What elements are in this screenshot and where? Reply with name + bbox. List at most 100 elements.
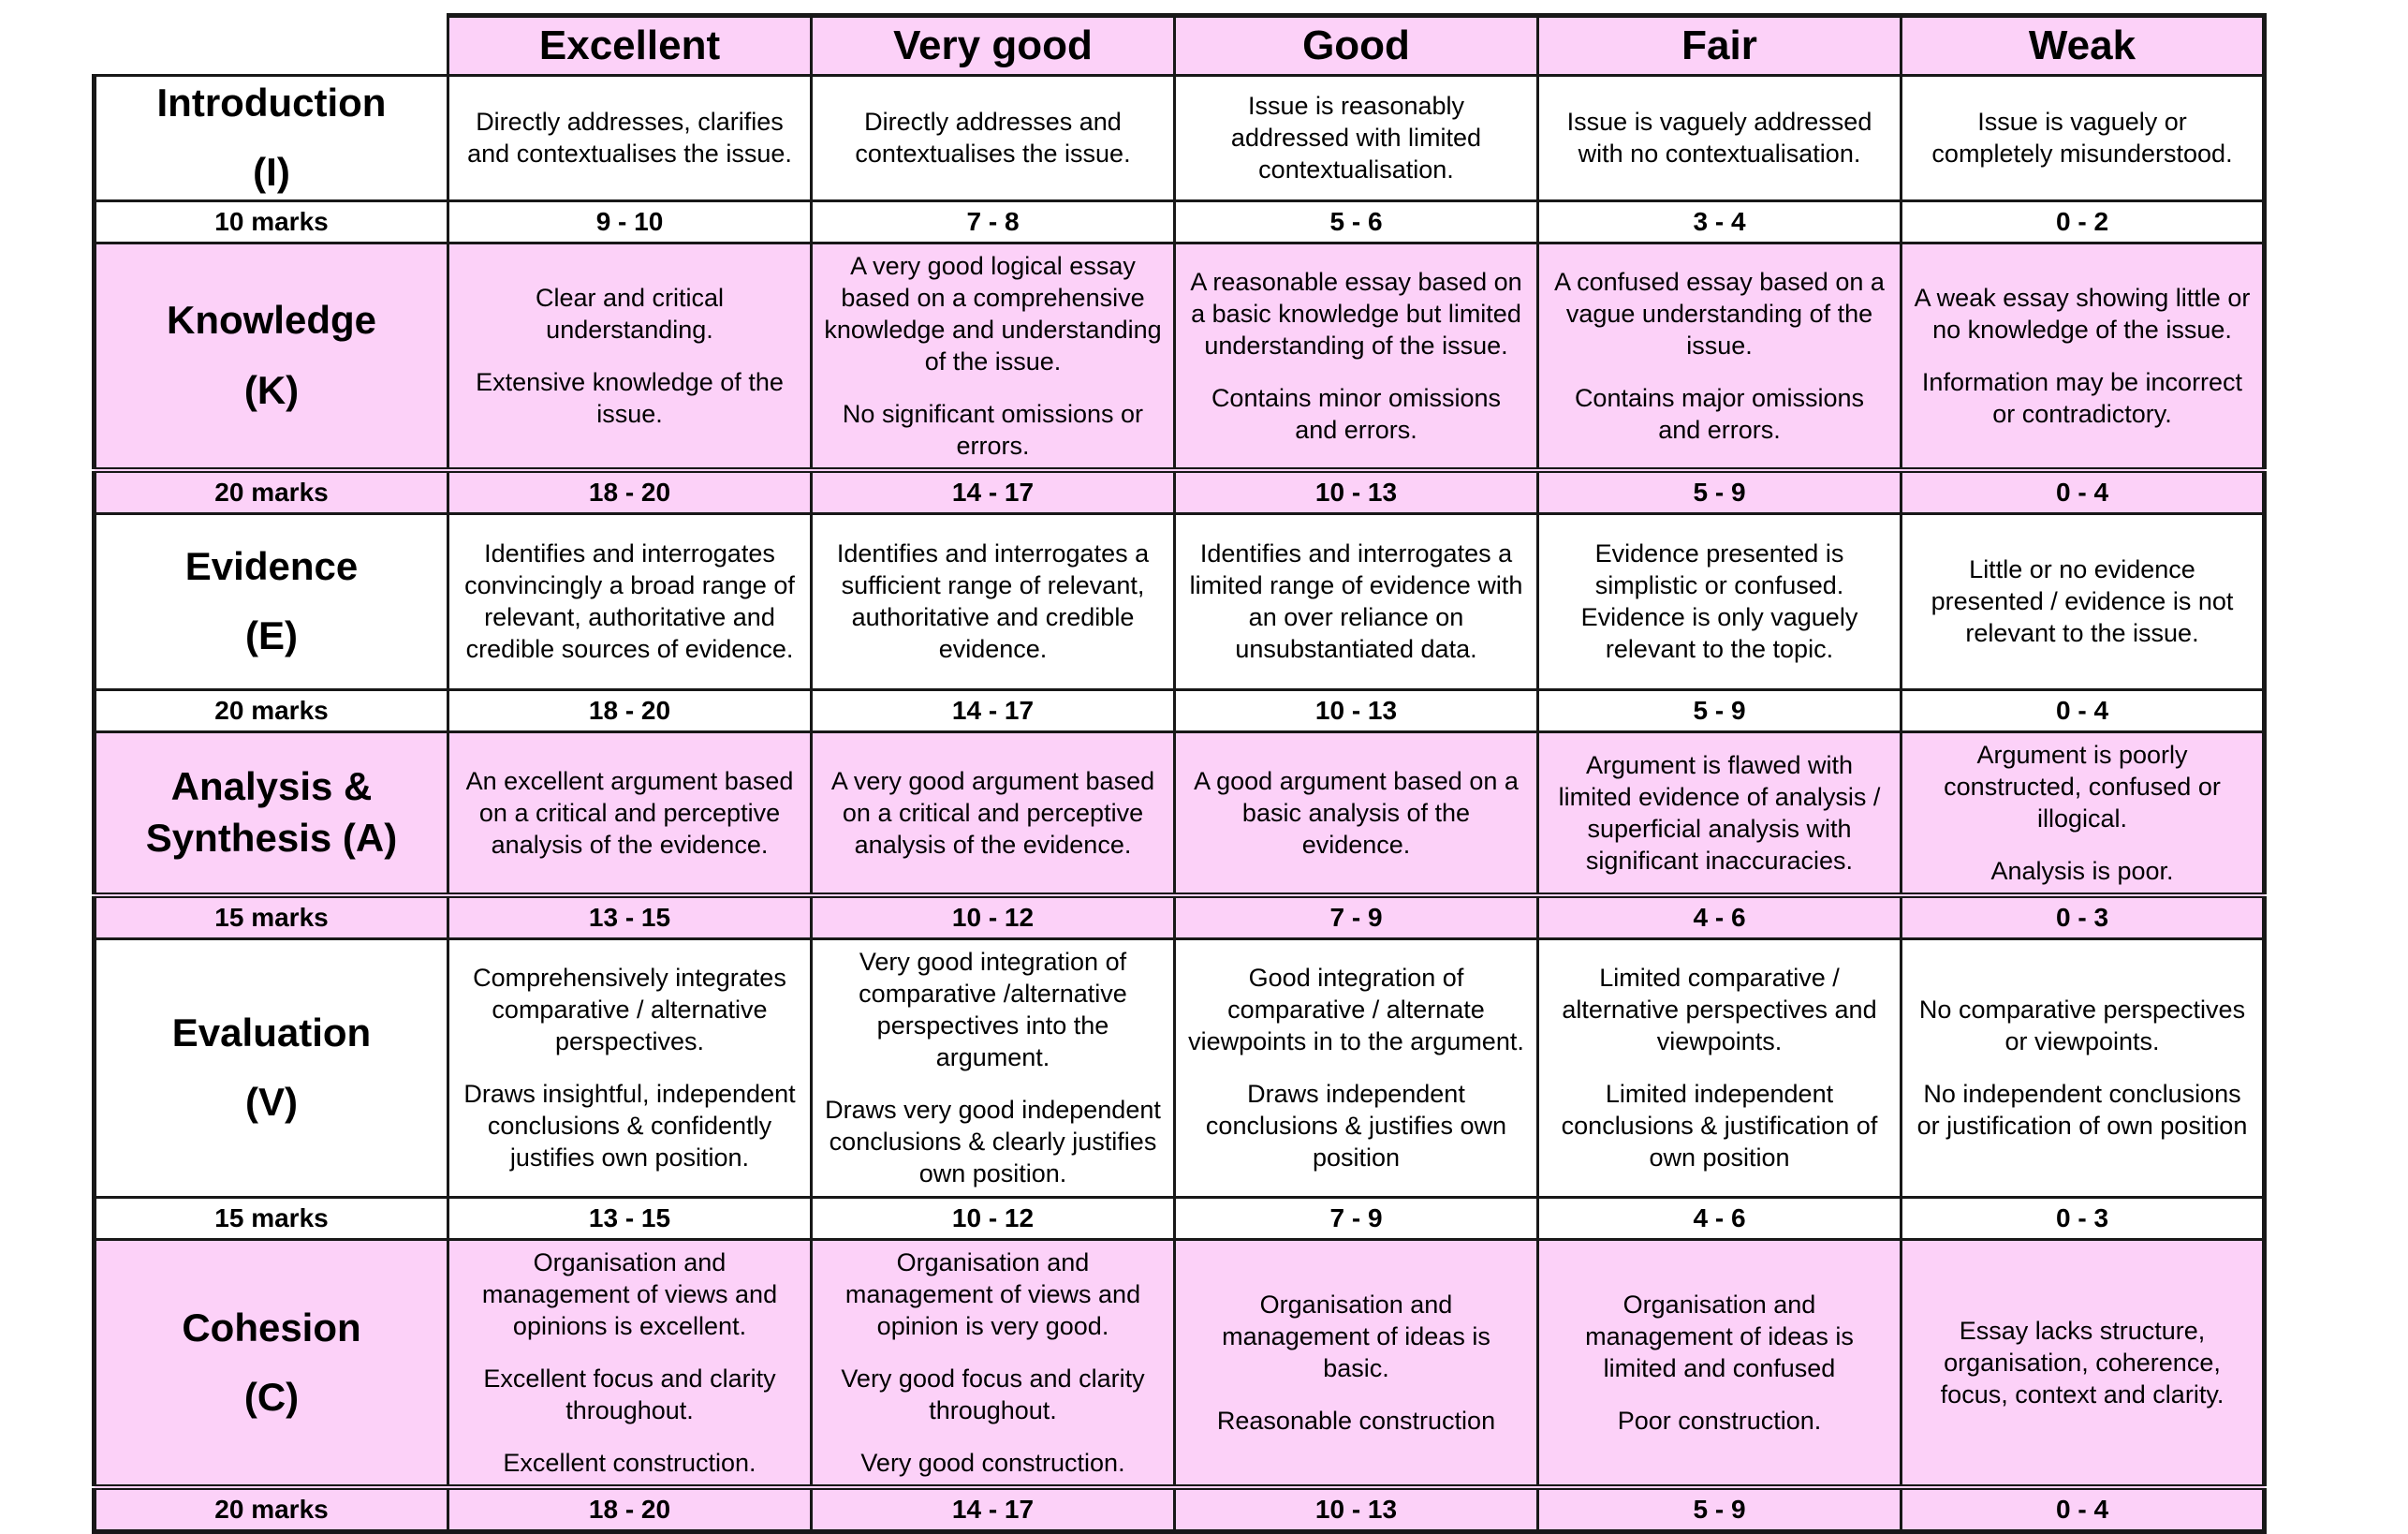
criterion-cell: Evidence (E) bbox=[92, 511, 449, 691]
marks-range: 13 - 15 bbox=[447, 892, 813, 940]
marks-range: 7 - 9 bbox=[1173, 892, 1539, 940]
corner-spacer bbox=[94, 15, 448, 76]
rubric-cell: No comparative perspectives or viewpoint… bbox=[1900, 937, 2267, 1199]
marks-range: 13 - 15 bbox=[447, 1195, 813, 1241]
marks-range: 3 - 4 bbox=[1536, 199, 1902, 244]
criterion-name: Cohesion bbox=[182, 1305, 361, 1350]
rubric-cell: Organisation and management of ideas is … bbox=[1173, 1237, 1539, 1489]
criterion-code: (K) bbox=[243, 367, 300, 412]
rubric-cell: Essay lacks structure, organisation, coh… bbox=[1900, 1237, 2267, 1489]
criterion-cell: Introduction (I) bbox=[92, 74, 449, 202]
criterion-name: Evaluation bbox=[171, 1010, 372, 1055]
marks-row-analysis-synthesis: 15 marks 13 - 15 10 - 12 7 - 9 4 - 6 0 -… bbox=[92, 892, 2267, 940]
rubric-cell: Organisation and management of views and… bbox=[810, 1237, 1176, 1489]
rubric-cell: Limited comparative / alternative perspe… bbox=[1536, 937, 1902, 1199]
marks-range: 9 - 10 bbox=[447, 199, 813, 244]
rubric-cell: Good integration of comparative / altern… bbox=[1173, 937, 1539, 1199]
criterion-name: Knowledge bbox=[166, 298, 376, 343]
rubric-cell: Clear and critical understanding. Extensi… bbox=[447, 241, 813, 472]
marks-range: 10 - 13 bbox=[1173, 1483, 1539, 1534]
marks-row-evaluation: 15 marks 13 - 15 10 - 12 7 - 9 4 - 6 0 -… bbox=[92, 1195, 2267, 1241]
rubric-cell: Issue is vaguely or completely misunders… bbox=[1900, 74, 2267, 202]
marks-row-introduction: 10 marks 9 - 10 7 - 8 5 - 6 3 - 4 0 - 2 bbox=[92, 199, 2267, 244]
marks-range: 5 - 6 bbox=[1173, 199, 1539, 244]
rubric-cell: Comprehensively integrates comparative /… bbox=[447, 937, 813, 1199]
rubric-cell: Organisation and management of views and… bbox=[447, 1237, 813, 1489]
marks-range: 0 - 4 bbox=[1900, 466, 2267, 515]
marks-range: 4 - 6 bbox=[1536, 1195, 1902, 1241]
criterion-code: (C) bbox=[243, 1374, 300, 1419]
rubric-cell: Argument is poorly constructed, confused… bbox=[1900, 730, 2267, 897]
marks-label: 20 marks bbox=[92, 466, 449, 515]
marks-row-cohesion: 20 marks 18 - 20 14 - 17 10 - 13 5 - 9 0… bbox=[92, 1483, 2267, 1534]
rubric-cell: A very good logical essay based on a com… bbox=[810, 241, 1176, 472]
rubric-cell: Directly addresses and contextualises th… bbox=[810, 74, 1176, 202]
marks-range: 10 - 12 bbox=[810, 1195, 1176, 1241]
rubric-cell: Issue is vaguely addressed with no conte… bbox=[1536, 74, 1902, 202]
criterion-row-introduction: Introduction (I) Directly addresses, cla… bbox=[92, 74, 2267, 202]
rubric-cell: Little or no evidence presented / eviden… bbox=[1900, 511, 2267, 691]
criterion-code: (V) bbox=[245, 1080, 298, 1125]
rubric-cell: A good argument based on a basic analysi… bbox=[1173, 730, 1539, 897]
marks-range: 0 - 4 bbox=[1900, 687, 2267, 733]
criterion-row-cohesion: Cohesion (C) Organisation and management… bbox=[92, 1237, 2267, 1489]
column-header-weak: Weak bbox=[1900, 13, 2267, 77]
rubric-cell: Very good integration of comparative /al… bbox=[810, 937, 1176, 1199]
rubric-cell: A confused essay based on a vague unders… bbox=[1536, 241, 1902, 472]
marks-range: 4 - 6 bbox=[1536, 892, 1902, 940]
criterion-row-knowledge: Knowledge (K) Clear and critical underst… bbox=[92, 241, 2267, 472]
rubric-cell: Identifies and interrogates a sufficient… bbox=[810, 511, 1176, 691]
criterion-cell: Cohesion (C) bbox=[92, 1237, 449, 1489]
marks-range: 14 - 17 bbox=[810, 466, 1176, 515]
marks-range: 0 - 3 bbox=[1900, 892, 2267, 940]
criterion-code: (I) bbox=[253, 150, 290, 195]
marks-range: 18 - 20 bbox=[447, 687, 813, 733]
rubric-cell: Argument is flawed with limited evidence… bbox=[1536, 730, 1902, 897]
criterion-code: Synthesis (A) bbox=[145, 815, 398, 860]
marks-row-knowledge: 20 marks 18 - 20 14 - 17 10 - 13 5 - 9 0… bbox=[92, 466, 2267, 515]
marks-label: 20 marks bbox=[92, 1483, 449, 1534]
marks-range: 5 - 9 bbox=[1536, 687, 1902, 733]
rubric-cell: Directly addresses, clarifies and contex… bbox=[447, 74, 813, 202]
criterion-cell: Analysis & Synthesis (A) bbox=[92, 730, 449, 897]
rubric-cell: A weak essay showing little or no knowle… bbox=[1900, 241, 2267, 472]
marks-label: 10 marks bbox=[92, 199, 449, 244]
marks-range: 18 - 20 bbox=[447, 1483, 813, 1534]
marks-label: 15 marks bbox=[92, 1195, 449, 1241]
criterion-name: Evidence bbox=[184, 543, 359, 588]
marks-range: 0 - 2 bbox=[1900, 199, 2267, 244]
criterion-cell: Knowledge (K) bbox=[92, 241, 449, 472]
essay-marking-rubric-table: Excellent Very good Good Fair Weak Intro… bbox=[92, 13, 2267, 1534]
grade-header-row: Excellent Very good Good Fair Weak bbox=[94, 13, 2267, 77]
rubric-cell: Issue is reasonably addressed with limit… bbox=[1173, 74, 1539, 202]
marks-range: 10 - 12 bbox=[810, 892, 1176, 940]
criterion-name: Introduction bbox=[156, 81, 387, 125]
marks-row-evidence: 20 marks 18 - 20 14 - 17 10 - 13 5 - 9 0… bbox=[92, 687, 2267, 733]
criterion-row-evaluation: Evaluation (V) Comprehensively integrate… bbox=[92, 937, 2267, 1199]
rubric-cell: An excellent argument based on a critica… bbox=[447, 730, 813, 897]
column-header-excellent: Excellent bbox=[447, 13, 813, 77]
marks-range: 0 - 3 bbox=[1900, 1195, 2267, 1241]
marks-range: 10 - 13 bbox=[1173, 687, 1539, 733]
column-header-fair: Fair bbox=[1536, 13, 1902, 77]
rubric-cell: Organisation and management of ideas is … bbox=[1536, 1237, 1902, 1489]
criterion-row-evidence: Evidence (E) Identifies and interrogates… bbox=[92, 511, 2267, 691]
rubric-cell: A very good argument based on a critical… bbox=[810, 730, 1176, 897]
criterion-name: Analysis & bbox=[170, 764, 373, 809]
marks-range: 18 - 20 bbox=[447, 466, 813, 515]
column-header-very-good: Very good bbox=[810, 13, 1176, 77]
rubric-cell: Evidence presented is simplistic or conf… bbox=[1536, 511, 1902, 691]
marks-range: 0 - 4 bbox=[1900, 1483, 2267, 1534]
criterion-cell: Evaluation (V) bbox=[92, 937, 449, 1199]
rubric-cell: Identifies and interrogates convincingly… bbox=[447, 511, 813, 691]
criterion-row-analysis-synthesis: Analysis & Synthesis (A) An excellent ar… bbox=[92, 730, 2267, 897]
column-header-good: Good bbox=[1173, 13, 1539, 77]
marks-range: 7 - 9 bbox=[1173, 1195, 1539, 1241]
marks-range: 7 - 8 bbox=[810, 199, 1176, 244]
marks-range: 5 - 9 bbox=[1536, 1483, 1902, 1534]
rubric-cell: Identifies and interrogates a limited ra… bbox=[1173, 511, 1539, 691]
marks-label: 20 marks bbox=[92, 687, 449, 733]
marks-label: 15 marks bbox=[92, 892, 449, 940]
marks-range: 14 - 17 bbox=[810, 687, 1176, 733]
